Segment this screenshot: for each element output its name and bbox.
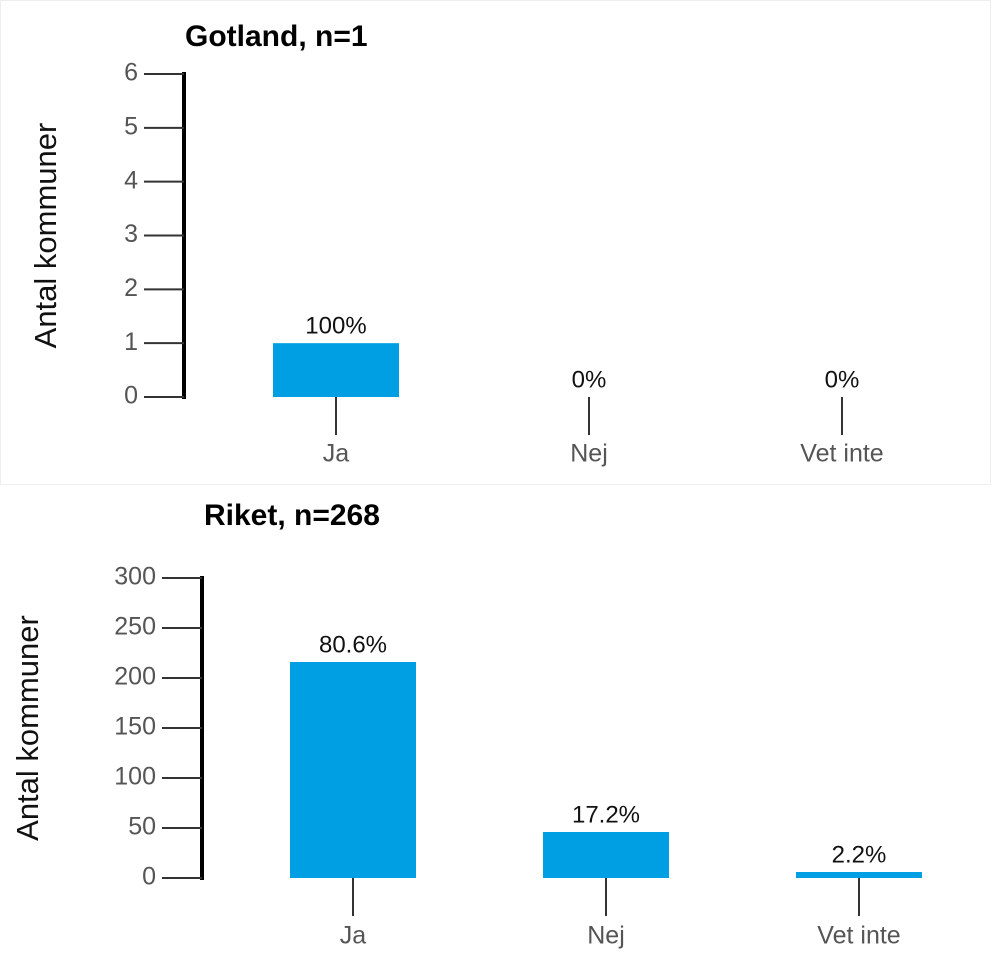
y-tick-label: 100 [114, 763, 156, 791]
x-tick-label: Ja [323, 440, 350, 468]
chart-title: Riket, n=268 [204, 499, 380, 532]
y-tick-label: 250 [114, 613, 156, 641]
value-label: 17.2% [572, 801, 640, 828]
y-tick-label: 0 [142, 863, 156, 891]
y-tick-label: 50 [128, 813, 156, 841]
value-label: 100% [305, 313, 366, 340]
x-tick-label: Vet inte [817, 922, 900, 950]
bar [796, 872, 922, 878]
value-label: 80.6% [319, 631, 387, 658]
x-tick-label: Vet inte [800, 440, 883, 468]
bar [273, 343, 399, 397]
y-tick-label: 2 [124, 274, 138, 302]
y-tick-label: 0 [124, 382, 138, 410]
y-axis-label: Antal kommuner [28, 123, 63, 349]
y-tick-label: 150 [114, 713, 156, 741]
y-tick-label: 6 [124, 59, 138, 87]
panel-border [0, 0, 991, 485]
y-tick-label: 3 [124, 220, 138, 248]
y-tick-label: 200 [114, 663, 156, 691]
y-tick-label: 4 [124, 166, 138, 194]
y-tick-label: 5 [124, 112, 138, 140]
x-tick-label: Ja [340, 922, 367, 950]
value-label: 0% [825, 366, 860, 393]
chart-title: Gotland, n=1 [185, 20, 368, 53]
bar [290, 662, 416, 878]
value-label: 0% [572, 366, 607, 393]
y-axis-label: Antal kommuner [10, 615, 45, 841]
y-tick-label: 1 [124, 328, 138, 356]
value-label: 2.2% [832, 841, 887, 868]
x-tick-label: Nej [570, 440, 608, 468]
y-tick-label: 300 [114, 563, 156, 591]
bar [543, 832, 669, 878]
x-tick-label: Nej [587, 922, 625, 950]
